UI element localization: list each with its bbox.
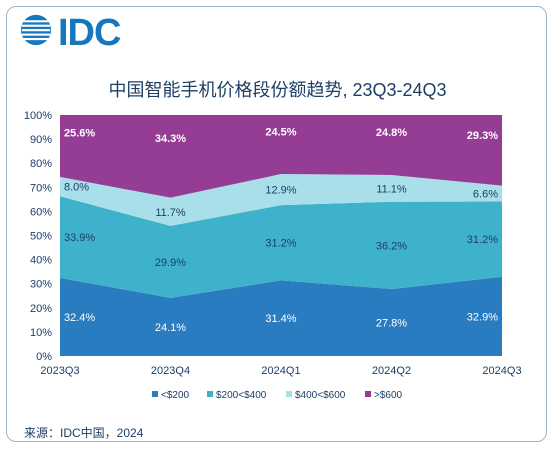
data-label: 34.3%	[155, 133, 186, 145]
y-tick-label: 80%	[30, 158, 52, 170]
area-3	[60, 174, 502, 226]
area-2	[60, 196, 502, 298]
legend-swatch	[365, 391, 371, 397]
legend-label: $400<$600	[295, 390, 346, 401]
x-tick-label: 2024Q1	[261, 365, 300, 377]
legend-label: <$200	[161, 390, 190, 401]
legend-swatch	[286, 391, 292, 397]
data-label: 11.1%	[376, 183, 407, 195]
idc-logo-text: IDC	[58, 12, 121, 54]
data-label: 12.9%	[265, 185, 296, 197]
y-tick-label: 60%	[30, 206, 52, 218]
data-label: 24.5%	[265, 127, 296, 139]
legend-label: $200<$400	[216, 390, 267, 401]
y-tick-label: 10%	[30, 327, 52, 339]
legend-label: >$600	[374, 390, 403, 401]
data-label: 36.2%	[376, 240, 407, 252]
data-label: 25.6%	[64, 127, 95, 139]
data-label: 29.9%	[155, 257, 186, 269]
data-label: 31.2%	[265, 238, 296, 250]
data-label: 6.6%	[473, 189, 498, 201]
data-label: 33.9%	[64, 232, 95, 244]
data-label: 29.3%	[467, 130, 498, 142]
x-tick-label: 2023Q3	[40, 365, 79, 377]
y-tick-label: 70%	[30, 182, 52, 194]
source-note: 来源：IDC中国，2024	[24, 426, 144, 440]
data-label: 31.4%	[265, 313, 296, 325]
data-label: 24.1%	[155, 322, 186, 334]
data-label: 27.8%	[376, 318, 407, 330]
y-tick-label: 100%	[24, 110, 52, 122]
data-label: 32.9%	[467, 311, 498, 323]
y-tick-label: 90%	[30, 134, 52, 146]
legend-swatch	[152, 391, 158, 397]
data-label: 32.4%	[64, 312, 95, 324]
y-tick-label: 20%	[30, 303, 52, 315]
data-label: 31.2%	[467, 234, 498, 246]
y-tick-label: 0%	[36, 351, 52, 363]
legend-swatch	[207, 391, 213, 397]
x-tick-label: 2024Q2	[372, 365, 411, 377]
chart-title: 中国智能手机价格段份额趋势, 23Q3-24Q3	[108, 80, 447, 100]
data-label: 11.7%	[155, 207, 186, 219]
x-tick-label: 2024Q3	[482, 365, 521, 377]
y-tick-label: 40%	[30, 255, 52, 267]
area-4	[60, 115, 502, 198]
data-label: 24.8%	[376, 127, 407, 139]
y-tick-label: 50%	[30, 231, 52, 243]
x-tick-label: 2023Q4	[151, 365, 190, 377]
y-tick-label: 30%	[30, 279, 52, 291]
idc-logo-icon	[20, 14, 52, 46]
data-label: 8.0%	[64, 182, 89, 194]
area-1	[60, 276, 502, 356]
